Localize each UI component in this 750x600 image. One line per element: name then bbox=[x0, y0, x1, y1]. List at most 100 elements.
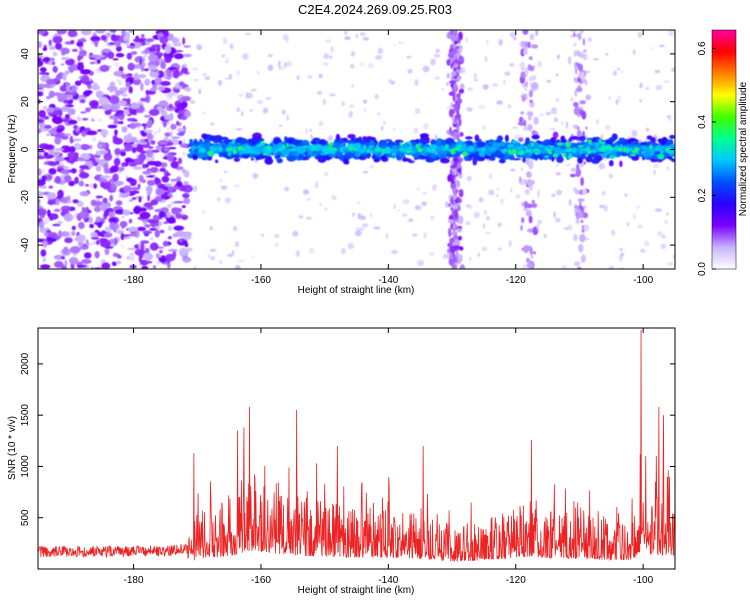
heatmap-cell bbox=[76, 116, 82, 122]
heatmap-cell bbox=[669, 158, 675, 161]
heatmap-cell bbox=[95, 165, 102, 172]
heatmap-cell bbox=[393, 44, 396, 47]
heatmap-cell bbox=[632, 49, 636, 55]
heatmap-cell bbox=[167, 71, 172, 77]
heatmap-cell bbox=[654, 69, 661, 74]
heatmap-cell bbox=[588, 152, 599, 158]
heatmap-cell bbox=[330, 45, 334, 53]
heatmap-cell bbox=[543, 234, 547, 239]
heatmap-cell bbox=[44, 124, 52, 129]
heatmap-cell bbox=[496, 187, 500, 191]
heatmap-cell bbox=[58, 230, 63, 239]
heatmap-cell bbox=[446, 81, 449, 86]
heatmap-cell bbox=[448, 230, 452, 238]
heatmap-cell bbox=[183, 197, 191, 205]
heatmap-cell bbox=[617, 95, 621, 103]
heatmap-cell bbox=[195, 152, 204, 155]
heatmap-cell bbox=[60, 169, 70, 175]
heatmap-cell bbox=[626, 221, 630, 227]
heatmap-cell bbox=[47, 161, 59, 167]
heatmap-cell bbox=[374, 93, 379, 100]
heatmap-cell bbox=[167, 249, 178, 252]
heatmap-cell bbox=[458, 44, 463, 54]
heatmap-cell bbox=[452, 157, 459, 163]
heatmap-cell bbox=[328, 142, 333, 147]
heatmap-cell bbox=[457, 198, 462, 204]
heatmap-cell bbox=[202, 210, 205, 215]
heatmap-cell bbox=[661, 136, 668, 144]
heatmap-cell bbox=[111, 261, 117, 267]
heatmap-cell bbox=[103, 232, 113, 238]
heatmap-cell bbox=[170, 178, 179, 182]
heatmap-cell bbox=[574, 62, 577, 71]
heatmap-cell bbox=[96, 240, 100, 245]
heatmap-cell bbox=[560, 149, 567, 152]
spectrogram-y-tick-label: -40 bbox=[20, 237, 31, 252]
heatmap-cell bbox=[79, 246, 89, 250]
heatmap-cell bbox=[584, 237, 590, 241]
heatmap-cell bbox=[167, 193, 173, 197]
heatmap-cell bbox=[237, 146, 243, 151]
heatmap-cell bbox=[519, 116, 524, 123]
heatmap-cell bbox=[60, 106, 70, 112]
heatmap-cell bbox=[653, 169, 656, 175]
heatmap-cell bbox=[99, 239, 111, 248]
heatmap-cell bbox=[529, 101, 535, 108]
heatmap-cell bbox=[656, 85, 661, 91]
heatmap-cell bbox=[228, 150, 233, 154]
heatmap-cell bbox=[170, 136, 181, 139]
heatmap-cell bbox=[498, 39, 503, 46]
heatmap-cell bbox=[527, 259, 532, 265]
heatmap-cell bbox=[38, 168, 42, 177]
heatmap-cell bbox=[82, 117, 89, 121]
spectrogram-y-tick-label: 0 bbox=[20, 146, 31, 152]
heatmap-cell bbox=[42, 257, 46, 263]
heatmap-cell bbox=[376, 148, 381, 153]
heatmap-cell bbox=[323, 207, 328, 211]
heatmap-cell bbox=[453, 223, 458, 229]
heatmap-cell bbox=[573, 234, 578, 242]
heatmap-cell bbox=[631, 130, 638, 137]
heatmap-cell bbox=[99, 56, 107, 60]
heatmap-cell bbox=[71, 48, 78, 53]
heatmap-cell bbox=[446, 106, 453, 109]
heatmap-cell bbox=[604, 149, 608, 157]
heatmap-cell bbox=[199, 138, 203, 144]
heatmap-cell bbox=[71, 84, 76, 92]
snr-y-tick-label: 500 bbox=[20, 509, 31, 526]
heatmap-cell bbox=[173, 225, 185, 231]
heatmap-cell bbox=[666, 115, 671, 118]
heatmap-cell bbox=[234, 184, 240, 188]
heatmap-cell bbox=[496, 154, 504, 158]
heatmap-cell bbox=[75, 234, 86, 242]
heatmap-cell bbox=[322, 99, 327, 105]
heatmap-cell bbox=[80, 111, 87, 114]
heatmap-cell bbox=[53, 208, 61, 212]
heatmap-cell bbox=[668, 30, 674, 37]
heatmap-cell bbox=[38, 153, 43, 157]
heatmap-cell bbox=[159, 36, 169, 44]
heatmap-cell bbox=[521, 217, 525, 224]
heatmap-cell bbox=[363, 145, 366, 148]
heatmap-cell bbox=[224, 197, 231, 204]
heatmap-cell bbox=[488, 189, 495, 196]
heatmap-cell bbox=[595, 151, 605, 154]
heatmap-cell bbox=[498, 159, 506, 164]
heatmap-cell bbox=[485, 231, 491, 234]
heatmap-cell bbox=[158, 221, 163, 226]
heatmap-cell bbox=[62, 166, 69, 169]
heatmap-cell bbox=[166, 127, 171, 131]
heatmap-cell bbox=[561, 264, 568, 269]
heatmap-cell bbox=[58, 164, 65, 167]
heatmap-cell bbox=[555, 73, 559, 77]
heatmap-cell bbox=[133, 38, 143, 43]
heatmap-cell bbox=[399, 153, 406, 158]
snr-x-tick-label: -180 bbox=[124, 575, 144, 586]
heatmap-cell bbox=[124, 236, 131, 240]
heatmap-cell bbox=[557, 151, 561, 155]
heatmap-cell bbox=[344, 30, 348, 35]
heatmap-cell bbox=[357, 212, 362, 220]
heatmap-cell bbox=[278, 124, 283, 127]
heatmap-cell bbox=[164, 132, 172, 137]
heatmap-cell bbox=[456, 180, 461, 188]
